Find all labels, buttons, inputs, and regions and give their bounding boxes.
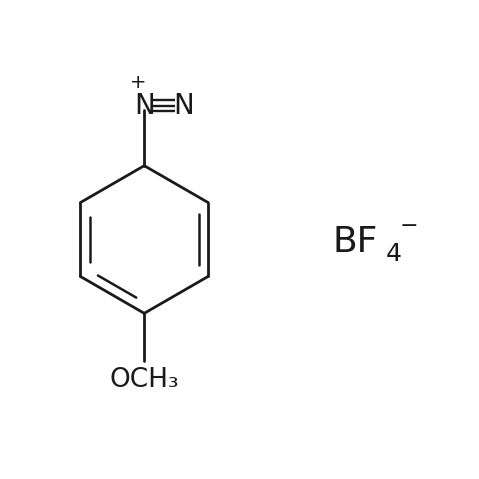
Text: OCH₃: OCH₃ bbox=[109, 367, 179, 393]
Text: 4: 4 bbox=[386, 242, 402, 266]
Text: +: + bbox=[130, 73, 147, 92]
Text: BF: BF bbox=[332, 225, 378, 259]
Text: N: N bbox=[134, 91, 155, 120]
Text: N: N bbox=[173, 91, 194, 120]
Text: −: − bbox=[400, 216, 419, 236]
